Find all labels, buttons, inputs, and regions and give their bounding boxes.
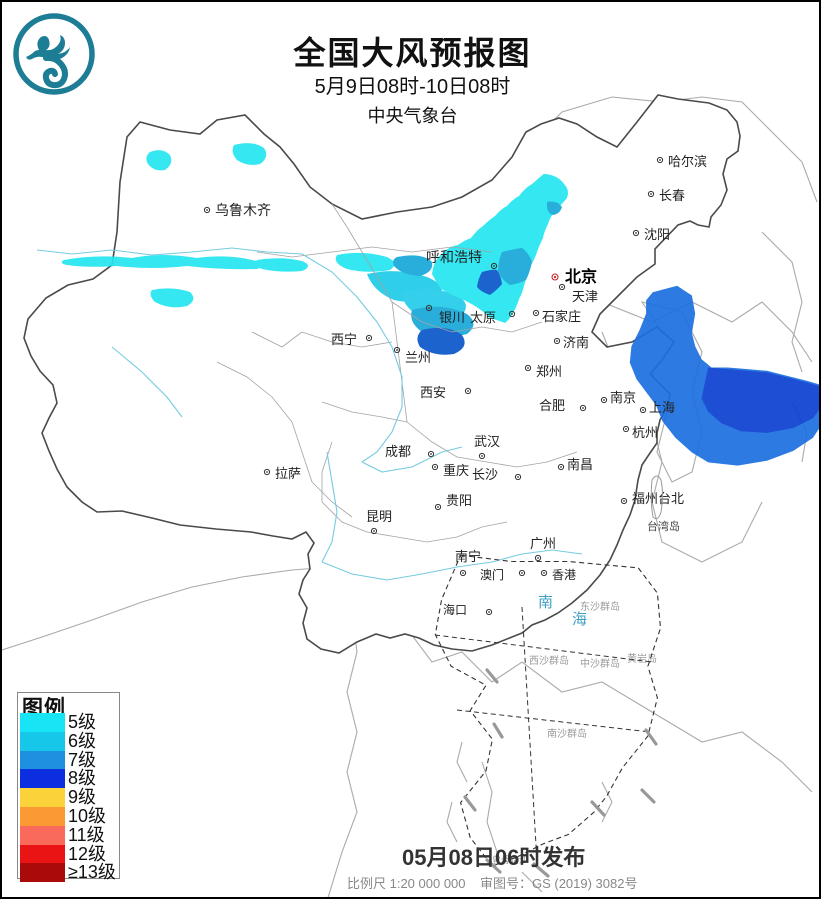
svg-text:海口: 海口 [443,602,467,617]
svg-text:合肥: 合肥 [539,398,565,413]
svg-text:澳门: 澳门 [480,567,504,582]
svg-text:兰州: 兰州 [405,350,431,365]
svg-text:香港: 香港 [552,568,576,582]
svg-text:太原: 太原 [470,310,496,325]
svg-text:南: 南 [538,594,553,611]
svg-text:上海: 上海 [649,400,675,415]
svg-text:西宁: 西宁 [331,332,357,347]
svg-text:广州: 广州 [530,536,556,551]
svg-text:西沙群岛: 西沙群岛 [529,654,569,667]
svg-text:南京: 南京 [610,390,636,405]
svg-text:重庆: 重庆 [443,463,469,478]
svg-text:南沙群岛: 南沙群岛 [547,727,587,740]
svg-text:石家庄: 石家庄 [542,309,581,324]
svg-text:沈阳: 沈阳 [644,227,670,242]
svg-text:海: 海 [572,611,587,628]
svg-text:南昌: 南昌 [567,457,593,472]
svg-text:长沙: 长沙 [472,467,498,482]
svg-text:昆明: 昆明 [366,509,392,524]
svg-text:成都: 成都 [385,444,411,459]
svg-text:武汉: 武汉 [474,434,500,449]
svg-text:天津: 天津 [572,289,598,304]
svg-text:西安: 西安 [420,385,446,400]
svg-text:南宁: 南宁 [455,549,481,564]
svg-text:北京: 北京 [565,267,597,286]
svg-text:呼和浩特: 呼和浩特 [426,249,482,265]
svg-text:杭州: 杭州 [632,425,658,440]
svg-text:东沙群岛: 东沙群岛 [580,600,620,613]
svg-text:贵阳: 贵阳 [446,493,472,508]
svg-text:拉萨: 拉萨 [275,466,301,481]
svg-text:郑州: 郑州 [536,364,562,379]
svg-text:台湾岛: 台湾岛 [647,519,680,533]
svg-text:福州台北: 福州台北 [632,491,684,506]
svg-text:乌鲁木齐: 乌鲁木齐 [215,202,271,218]
svg-text:哈尔滨: 哈尔滨 [668,154,707,169]
svg-text:银川: 银川 [439,310,465,325]
svg-text:济南: 济南 [563,335,589,350]
svg-text:长春: 长春 [659,188,685,203]
svg-text:中沙群岛: 中沙群岛 [580,657,620,670]
